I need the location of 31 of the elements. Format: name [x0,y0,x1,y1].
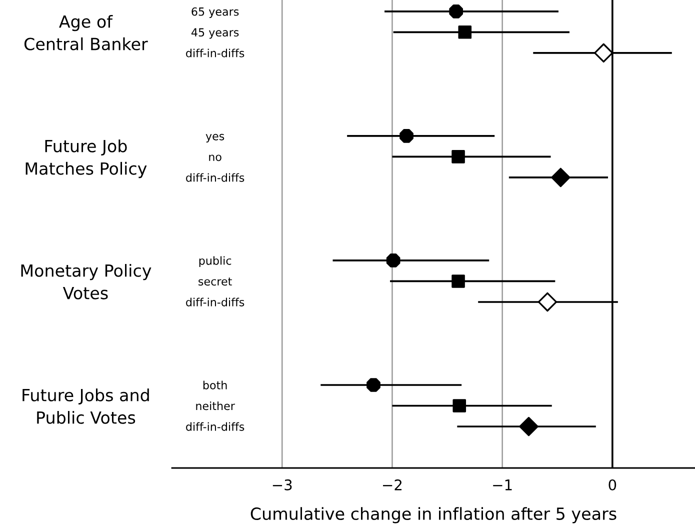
x-tick-label: −1 [493,480,512,490]
text: Future Job Matches Policy [26,139,147,178]
x-tick-label: −3 [272,479,292,490]
point [452,274,465,288]
y-tick-label: diff-in-diffs [186,173,244,182]
y-tick-label: both [203,380,227,390]
point [449,4,463,18]
y-tick-label: diff-in-diffs [186,298,244,306]
y-tick-label: no [209,154,222,162]
point [458,26,472,39]
y-tick-label: secret [198,278,232,286]
x-tick-label: −2 [383,479,402,490]
y-tick-label: public [199,256,232,267]
point [366,378,380,392]
y-tick-label: yes [206,134,224,142]
point [386,254,400,268]
point [452,150,465,164]
y-tick-label: 65 years [192,7,239,18]
y-tick-label: diff-in-diffs [186,48,244,58]
point [594,43,614,63]
y-tick-label: 45 years [191,28,239,39]
x-axis-title: Cumulative change in inflation after 5 years [250,507,616,524]
text: Monetary Policy Votes [21,264,152,300]
y-tick-label: diff-in-diffs [186,422,244,431]
y-tick-label: neither [196,402,235,410]
point [400,129,414,143]
point [452,399,466,412]
text: Future Jobs and Public Votes [22,388,149,424]
text: Age of Central Banker [24,14,148,50]
point [538,292,558,312]
x-tick-label: 0 [608,479,616,490]
